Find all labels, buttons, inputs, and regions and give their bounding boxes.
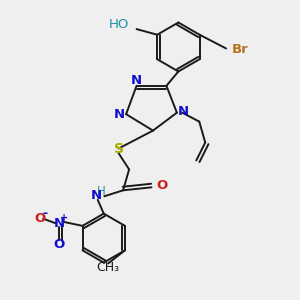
Text: N: N bbox=[91, 189, 102, 202]
Text: H: H bbox=[97, 185, 106, 198]
Text: N: N bbox=[53, 217, 64, 230]
Text: HO: HO bbox=[109, 18, 129, 31]
Text: +: + bbox=[60, 213, 68, 223]
Text: Br: Br bbox=[232, 44, 249, 56]
Text: N: N bbox=[178, 105, 189, 118]
Text: S: S bbox=[114, 142, 124, 155]
Text: O: O bbox=[53, 238, 64, 250]
Text: N: N bbox=[131, 74, 142, 87]
Text: N: N bbox=[114, 108, 125, 121]
Text: O: O bbox=[34, 212, 45, 225]
Text: CH₃: CH₃ bbox=[97, 262, 120, 275]
Text: -: - bbox=[42, 207, 47, 220]
Text: O: O bbox=[156, 179, 167, 192]
